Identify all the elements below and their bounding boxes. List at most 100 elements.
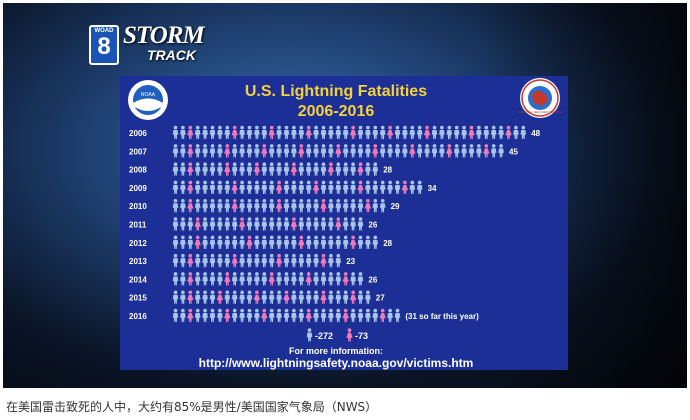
male-figure-icon xyxy=(320,180,327,195)
male-figure-icon xyxy=(490,125,497,140)
male-figure-icon xyxy=(439,125,445,140)
male-figure-icon xyxy=(261,180,268,195)
year-label: 2006 xyxy=(129,129,147,138)
male-figure-icon xyxy=(424,144,430,158)
male-figure-icon xyxy=(224,217,231,231)
male-figure-icon xyxy=(261,235,268,249)
male-figure-icon xyxy=(224,290,231,304)
male-figure-icon xyxy=(283,198,290,213)
male-figure-icon xyxy=(268,253,275,268)
male-figure-icon xyxy=(276,217,282,231)
male-figure-icon xyxy=(483,125,490,140)
male-figure-icon xyxy=(357,272,364,286)
male-figure-icon xyxy=(402,125,408,140)
male-figure-icon xyxy=(172,180,179,195)
male-figure-icon xyxy=(254,272,260,286)
male-figure-icon xyxy=(268,162,275,176)
count-label: 26 xyxy=(368,275,377,284)
male-figure-icon xyxy=(194,272,201,286)
male-figure-icon xyxy=(409,180,416,195)
male-figure-icon xyxy=(328,253,334,268)
row-2016: 2016 (31 so far this year) xyxy=(129,308,479,323)
male-figure-icon xyxy=(246,198,253,213)
legend-male-icon xyxy=(306,328,313,342)
count-label: (31 so far this year) xyxy=(405,312,479,321)
male-figure-icon xyxy=(209,144,216,158)
female-figure-icon xyxy=(224,272,231,286)
male-figure-icon xyxy=(180,253,186,268)
male-figure-icon xyxy=(180,272,186,286)
male-figure-icon xyxy=(320,308,327,323)
count-label: 28 xyxy=(383,239,392,248)
male-figure-icon xyxy=(350,198,356,213)
male-figure-icon xyxy=(180,290,186,304)
male-figure-icon xyxy=(335,235,342,249)
male-figure-icon xyxy=(239,290,245,304)
male-figure-icon xyxy=(328,272,334,286)
male-figure-icon xyxy=(446,125,453,140)
male-figure-icon xyxy=(335,308,342,323)
male-figure-icon xyxy=(209,180,216,195)
male-figure-icon xyxy=(283,272,290,286)
male-figure-icon xyxy=(431,125,438,140)
male-figure-icon xyxy=(202,162,208,176)
male-figure-icon xyxy=(172,235,179,249)
infographic-slide: NOAA NATIONAL WEATHER SERVICE U.S. Light… xyxy=(120,76,568,370)
male-figure-icon xyxy=(379,198,386,213)
male-figure-icon xyxy=(313,125,319,140)
male-figure-icon xyxy=(209,217,216,231)
male-figure-icon xyxy=(357,308,364,323)
male-figure-icon xyxy=(268,180,275,195)
female-figure-icon xyxy=(231,198,238,213)
male-figure-icon xyxy=(217,272,223,286)
male-figure-icon xyxy=(194,144,201,158)
male-figure-icon xyxy=(283,217,290,231)
male-figure-icon xyxy=(239,162,245,176)
male-figure-icon xyxy=(394,308,401,323)
male-figure-icon xyxy=(350,162,356,176)
female-figure-icon xyxy=(224,308,231,323)
male-figure-icon xyxy=(461,144,467,158)
male-figure-icon xyxy=(342,162,349,176)
male-figure-icon xyxy=(291,308,297,323)
male-figure-icon xyxy=(365,290,371,304)
male-figure-icon xyxy=(468,144,475,158)
logo-track: TRACK xyxy=(147,47,196,63)
male-figure-icon xyxy=(328,144,334,158)
male-figure-icon xyxy=(357,198,364,213)
male-figure-icon xyxy=(261,125,268,140)
male-figure-icon xyxy=(476,125,482,140)
female-figure-icon xyxy=(194,217,201,231)
male-figure-icon xyxy=(283,162,290,176)
nws-seal-text: NATIONAL WEATHER SERVICE xyxy=(518,110,562,114)
male-figure-icon xyxy=(172,162,179,176)
male-figure-icon xyxy=(305,162,312,176)
count-label: 45 xyxy=(509,147,518,156)
male-figure-icon xyxy=(224,125,231,140)
female-figure-icon xyxy=(187,125,194,140)
male-figure-icon xyxy=(224,253,231,268)
male-figure-icon xyxy=(172,125,179,140)
male-figure-icon xyxy=(298,217,305,231)
male-figure-icon xyxy=(372,125,379,140)
female-figure-icon xyxy=(298,144,305,158)
male-figure-icon xyxy=(180,125,186,140)
male-figure-icon xyxy=(202,290,208,304)
female-figure-icon xyxy=(261,308,268,323)
male-figure-icon xyxy=(194,125,201,140)
male-figure-icon xyxy=(246,290,253,304)
male-figure-icon xyxy=(172,308,179,323)
male-figure-icon xyxy=(476,144,482,158)
male-figure-icon xyxy=(350,180,356,195)
year-label: 2016 xyxy=(129,312,147,321)
female-figure-icon xyxy=(349,125,357,140)
female-figure-icon xyxy=(290,162,298,176)
male-figure-icon xyxy=(291,290,297,304)
male-figure-icon xyxy=(342,144,349,158)
row-2008: 2008 28 xyxy=(129,162,393,176)
female-figure-icon xyxy=(320,198,327,213)
year-label: 2007 xyxy=(129,147,147,156)
male-figure-icon xyxy=(283,253,290,268)
male-figure-icon xyxy=(239,253,245,268)
noaa-seal-text: NOAA xyxy=(141,92,156,98)
